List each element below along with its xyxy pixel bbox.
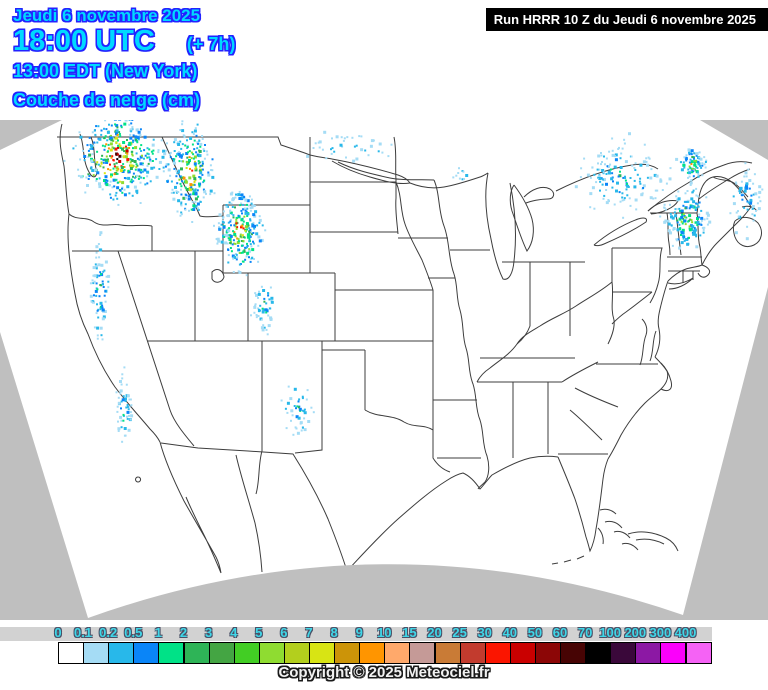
legend-color-box (484, 642, 511, 664)
legend-color-box (635, 642, 662, 664)
legend-tick-label: 25 (452, 625, 467, 640)
forecast-header: Jeudi 6 novembre 2025 18:00 UTC (+ 7h) 13… (13, 6, 235, 111)
forecast-date: Jeudi 6 novembre 2025 (13, 6, 201, 25)
us-snow-map (0, 120, 768, 620)
legend-color-box (685, 642, 712, 664)
legend-color-box (585, 642, 612, 664)
model-domain (0, 120, 768, 618)
legend-color-box (183, 642, 210, 664)
legend-tick-label: 20 (427, 625, 442, 640)
model-run-label: Run HRRR 10 Z du Jeudi 6 novembre 2025 (485, 8, 768, 31)
legend-color-box (534, 642, 561, 664)
legend-color-box (359, 642, 386, 664)
legend-tick-label: 6 (280, 625, 288, 640)
legend-color-box (560, 642, 587, 664)
legend-color-box (660, 642, 687, 664)
legend-color-box (83, 642, 110, 664)
variable-title: Couche de neige (cm) (13, 90, 201, 110)
legend-tick-label: 40 (502, 625, 518, 640)
legend-tick-label: 4 (230, 625, 238, 640)
legend-tick-label: 7 (305, 625, 313, 640)
forecast-time-utc: 18:00 UTC (+ 7h) (13, 25, 236, 57)
legend-color-box (509, 642, 536, 664)
forecast-time-local: 13:00 EDT (New York) (13, 61, 198, 81)
legend-tick-label: 5 (255, 625, 263, 640)
legend-color-box (58, 642, 85, 664)
legend-color-box (233, 642, 260, 664)
legend-color-box (434, 642, 461, 664)
legend-tick-label: 30 (477, 625, 492, 640)
legend-color-box (610, 642, 637, 664)
legend-color-box (208, 642, 235, 664)
legend-tick-label: 0.2 (99, 625, 118, 640)
legend-tick-label: 9 (355, 625, 363, 640)
legend-tick-label: 400 (674, 625, 697, 640)
legend-tick-label: 10 (377, 625, 392, 640)
legend-tick-label: 0 (54, 625, 62, 640)
legend-tick-label: 300 (649, 625, 672, 640)
legend-tick-strip (0, 627, 712, 641)
legend-tick-label: 8 (330, 625, 338, 640)
legend-color-box (258, 642, 285, 664)
forecast-offset: (+ 7h) (186, 34, 236, 54)
legend-tick-label: 200 (624, 625, 647, 640)
legend-tick-label: 2 (179, 625, 188, 640)
legend-tick-label: 50 (527, 625, 543, 640)
legend-tick-label: 70 (577, 625, 593, 640)
legend-color-box (158, 642, 185, 664)
legend-tick-label: 100 (599, 625, 622, 640)
legend-color-box (133, 642, 160, 664)
legend-tick-label: 1 (154, 625, 162, 640)
map-svg (0, 120, 768, 620)
legend-color-box (283, 642, 310, 664)
legend-tick-label: 0.5 (124, 625, 143, 640)
legend-color-box (334, 642, 361, 664)
legend-tick-label: 60 (552, 625, 568, 640)
legend-tick-label: 0.1 (74, 625, 93, 640)
legend-tick-label: 3 (204, 625, 213, 640)
legend-color-box (409, 642, 436, 664)
legend-color-box (384, 642, 411, 664)
legend-color-box (309, 642, 336, 664)
snow-depth-overlay (63, 120, 764, 443)
legend-color-box (459, 642, 486, 664)
legend-tick-label: 15 (402, 625, 417, 640)
legend-color-box (108, 642, 135, 664)
copyright-notice: Copyright © 2025 Meteociel.fr (278, 664, 490, 681)
